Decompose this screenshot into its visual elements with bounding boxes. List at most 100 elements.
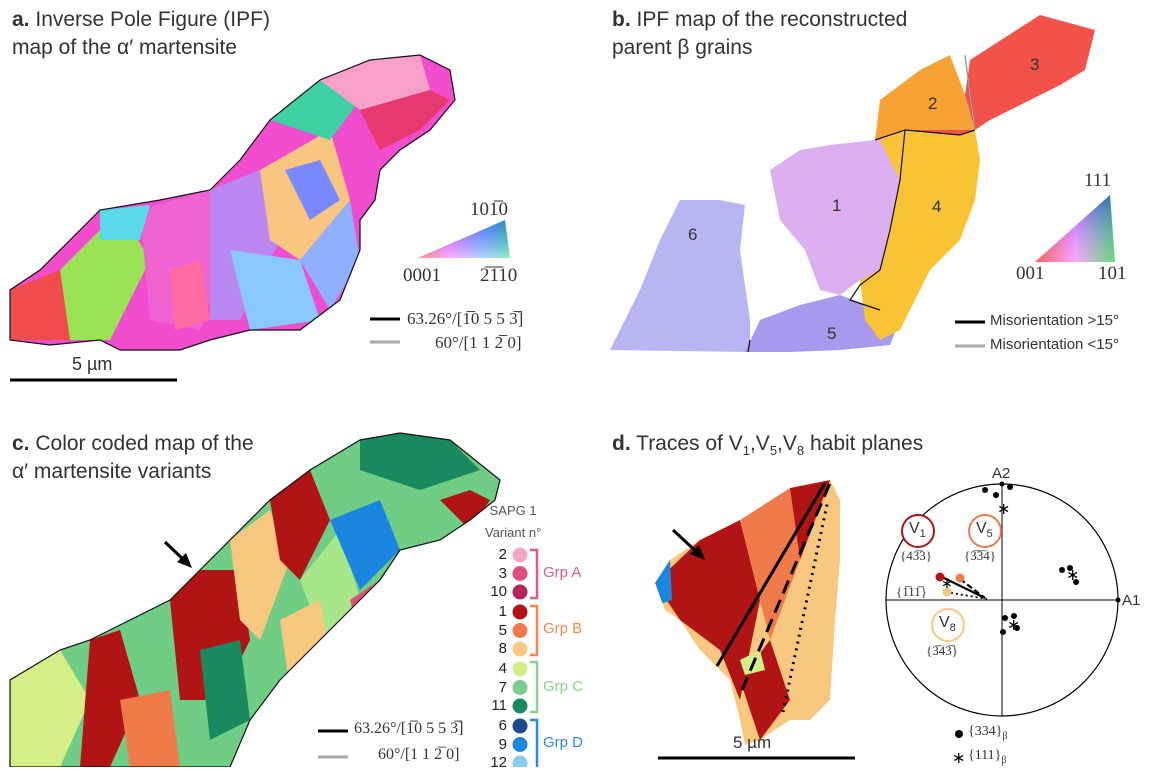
v1-sub: 1 bbox=[919, 528, 926, 541]
v5-label: V5 bbox=[976, 520, 993, 540]
panel-b-letter: b. bbox=[612, 8, 631, 31]
panel-a-title: a. Inverse Pole Figure (IPF) map of the … bbox=[12, 6, 270, 62]
habit-plane-map bbox=[655, 480, 840, 745]
legend-dot bbox=[955, 730, 963, 738]
trace-v5-dashed-proj bbox=[959, 578, 986, 599]
ipf-key-top-label: 101̅0 bbox=[470, 199, 508, 220]
panel-d-title: d. Traces of V1,V5,V8 habit planes bbox=[612, 430, 923, 465]
legend-star-sub: β bbox=[1001, 754, 1007, 766]
panel-d-sep2: ,V bbox=[777, 432, 797, 455]
panel-c-letter: c. bbox=[12, 432, 30, 455]
variant-number-10: 10 bbox=[490, 583, 507, 600]
variant-swatch-3 bbox=[512, 566, 528, 581]
trace-v8-dotted-proj bbox=[945, 591, 988, 600]
ipf-color-key-cubic bbox=[1035, 195, 1115, 262]
legend-star-text: {111} bbox=[968, 748, 1002, 763]
pole-star: ∗ bbox=[1007, 615, 1020, 634]
legend-gray-label-c: 60°/[1 1 2̅ 0] bbox=[378, 746, 460, 763]
variant-swatch-10 bbox=[512, 584, 528, 600]
pole-star: ∗ bbox=[1066, 565, 1079, 584]
trace-v1-solid-proj bbox=[943, 577, 986, 599]
grain-label-4: 4 bbox=[932, 197, 942, 216]
axis-a1-label: A1 bbox=[1122, 592, 1141, 609]
v5-plane-label: {3̅3̅4} bbox=[964, 548, 996, 563]
bracket-grp-a bbox=[530, 548, 539, 600]
stereographic-projection: ∗ ∗ ∗ ∗ ∗ bbox=[885, 481, 1121, 767]
panel-a-title-line2: map of the α′ martensite bbox=[12, 36, 238, 59]
variant-number-12: 12 bbox=[490, 754, 507, 771]
variant-swatch-11 bbox=[512, 698, 528, 714]
ipf-key-left-label: 0001 bbox=[403, 265, 441, 286]
panel-d-sep1: ,V bbox=[749, 432, 770, 455]
legend-star: ∗ bbox=[952, 748, 965, 767]
pole-dot bbox=[1011, 613, 1017, 619]
variant-swatch-2 bbox=[512, 547, 528, 563]
panel-d-suffix: habit planes bbox=[804, 432, 924, 455]
variant-swatches bbox=[512, 547, 528, 767]
axis-a2-label: A2 bbox=[992, 465, 1011, 482]
arrow-head-c bbox=[177, 553, 192, 568]
panel-d-sub5: 5 bbox=[769, 443, 778, 459]
panel-a-title-line1: Inverse Pole Figure (IPF) bbox=[35, 8, 270, 31]
low-angle-boundary bbox=[964, 54, 976, 131]
panel-c-title-line2: α′ martensite variants bbox=[12, 460, 212, 483]
legend-black-label-c: 63.26°/[1̅0 5 5 3̅] bbox=[354, 720, 464, 737]
pole-star: ∗ bbox=[997, 499, 1010, 518]
grain-label-3: 3 bbox=[1030, 55, 1040, 74]
pole-dot bbox=[1002, 615, 1008, 621]
sapg-header: SAPG 1 Variant n° bbox=[485, 500, 541, 544]
v1-plane-label: {43̅3} bbox=[900, 548, 932, 563]
variant-swatch-9 bbox=[512, 737, 528, 752]
variant-number-3: 3 bbox=[498, 564, 507, 582]
panel-c-title: c. Color coded map of the α′ martensite … bbox=[12, 430, 254, 486]
pole-dot bbox=[1000, 629, 1006, 635]
variant-number-2: 2 bbox=[498, 546, 507, 563]
variant-swatch-8 bbox=[512, 641, 528, 657]
sapg-variant: Variant n° bbox=[485, 525, 542, 540]
variant-number-4: 4 bbox=[498, 660, 507, 677]
grain-label-2: 2 bbox=[928, 94, 938, 113]
variant-number-11: 11 bbox=[491, 697, 507, 714]
arrow-head-d bbox=[690, 545, 705, 560]
cubic-key-top-label: 111 bbox=[1084, 170, 1112, 191]
v8-plane-label: {3̅43̅} bbox=[926, 643, 958, 658]
v1-label: V1 bbox=[909, 520, 926, 540]
pole-dot bbox=[1014, 625, 1020, 631]
variant-map-outline bbox=[9, 432, 501, 767]
ipf-key-right-label: 2̅1̅10 bbox=[480, 265, 518, 286]
panel-b-title-line1: IPF map of the reconstructed bbox=[636, 8, 908, 31]
panel-d-sub1: 1 bbox=[742, 443, 750, 459]
v5-pole-dot bbox=[955, 573, 965, 583]
legend-dot-text: {334} bbox=[968, 724, 1003, 739]
grain-label-1: 1 bbox=[832, 196, 842, 215]
group-a-label: Grp A bbox=[543, 564, 582, 581]
v8-ring bbox=[931, 608, 965, 642]
v1-letter: V bbox=[909, 520, 920, 537]
variant-number-6: 6 bbox=[498, 717, 507, 734]
group-d-label: Grp D bbox=[543, 734, 584, 751]
variant-swatch-4 bbox=[512, 661, 528, 677]
parent-beta-grains-map bbox=[610, 15, 1095, 352]
group-brackets bbox=[530, 548, 539, 767]
v5-sub: 5 bbox=[986, 528, 993, 541]
panel-d-title-prefix: Traces of V bbox=[636, 432, 743, 455]
v8-label: V8 bbox=[939, 614, 956, 634]
legend-dot-label: {334}β bbox=[968, 724, 1008, 742]
bracket-grp-b bbox=[530, 604, 539, 657]
panel-b-title: b. IPF map of the reconstructed parent β… bbox=[612, 6, 907, 62]
panel-d-letter: d. bbox=[612, 432, 631, 455]
group-c-label: Grp C bbox=[543, 678, 584, 695]
v5-letter: V bbox=[976, 520, 987, 537]
legend-black-label: 63.26°/[1̅0 5 5 3̅] bbox=[407, 309, 524, 328]
low-angle-label: Misorientation <15° bbox=[990, 336, 1119, 353]
variant-number-1: 1 bbox=[498, 603, 507, 620]
variant-number-8: 8 bbox=[498, 640, 507, 657]
pole-dot bbox=[1007, 484, 1013, 490]
variant-swatch-7 bbox=[512, 680, 528, 695]
variant-number-5: 5 bbox=[498, 621, 507, 639]
legend-gray-label: 60°/[1 1 2̅ 0] bbox=[435, 333, 522, 352]
pole-111-label: {1̅11̅} bbox=[896, 584, 928, 599]
v8-letter: V bbox=[939, 614, 950, 631]
ipf-color-key-hex bbox=[418, 220, 510, 258]
